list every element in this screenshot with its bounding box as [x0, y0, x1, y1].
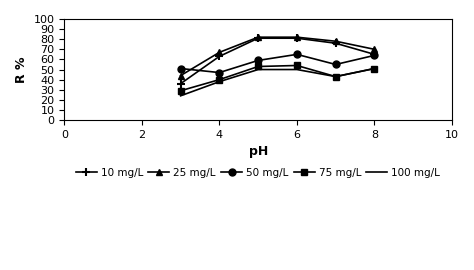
X-axis label: pH: pH: [248, 145, 268, 158]
Legend: 10 mg/L, 25 mg/L, 50 mg/L, 75 mg/L, 100 mg/L: 10 mg/L, 25 mg/L, 50 mg/L, 75 mg/L, 100 …: [72, 164, 445, 182]
Y-axis label: R %: R %: [15, 56, 28, 83]
